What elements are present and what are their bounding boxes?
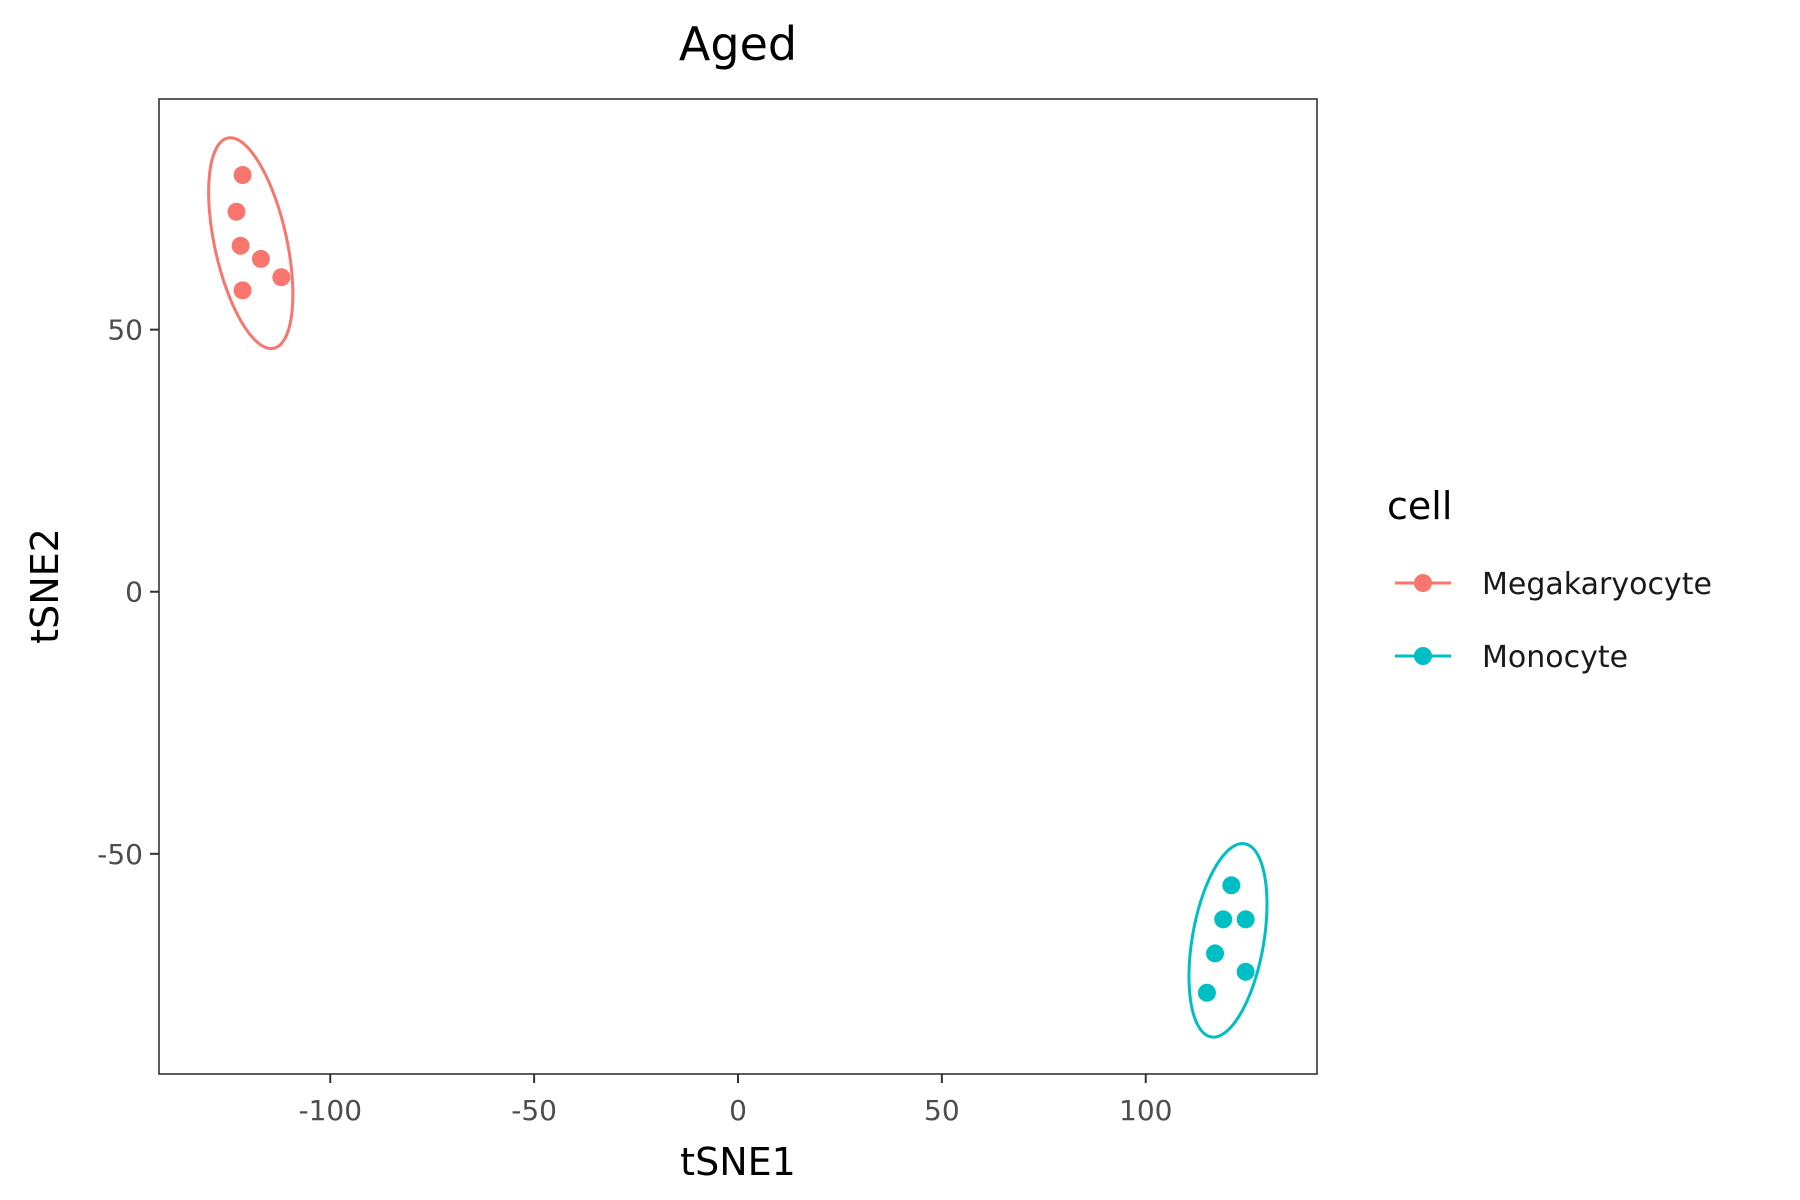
x-tick-label: -50 <box>511 1094 557 1127</box>
y-tick-label: -50 <box>97 838 143 871</box>
data-point-megakaryocyte <box>233 281 252 300</box>
x-axis-ticks: -100 -50 0 50 100 <box>298 1074 1172 1127</box>
legend-key-point-megakaryocyte <box>1414 574 1432 592</box>
data-point-monocyte <box>1197 983 1216 1002</box>
data-point-megakaryocyte <box>231 236 250 255</box>
legend-title: cell <box>1387 484 1452 528</box>
x-tick-label: 50 <box>924 1094 960 1127</box>
data-point-monocyte <box>1222 876 1241 895</box>
x-tick-label: 0 <box>729 1094 747 1127</box>
y-axis-ticks: -50 0 50 <box>97 314 159 871</box>
data-point-megakaryocyte <box>251 249 270 268</box>
x-tick-label: 100 <box>1119 1094 1172 1127</box>
data-point-megakaryocyte <box>272 268 291 287</box>
confidence-ellipse-megakaryocyte <box>207 136 295 351</box>
data-point-monocyte <box>1236 962 1255 981</box>
data-point-monocyte <box>1236 910 1255 929</box>
chart-title: Aged <box>679 17 797 71</box>
y-axis-title: tSNE2 <box>23 528 67 644</box>
data-point-megakaryocyte <box>227 202 246 221</box>
confidence-ellipse-monocyte <box>1187 842 1269 1039</box>
ellipse-layer <box>207 136 1269 1039</box>
plot-panel <box>158 98 1318 1075</box>
y-tick-label: 0 <box>125 576 143 609</box>
x-tick-label: -100 <box>298 1094 362 1127</box>
data-point-monocyte <box>1206 944 1225 963</box>
legend-key-point-monocyte <box>1414 647 1432 665</box>
legend-item-megakaryocyte: Megakaryocyte <box>1395 567 1712 602</box>
legend: cell Megakaryocyte Monocyte <box>1387 484 1712 675</box>
legend-item-monocyte: Monocyte <box>1395 640 1628 675</box>
legend-label-megakaryocyte: Megakaryocyte <box>1482 567 1712 602</box>
point-layer <box>227 166 1255 1002</box>
legend-label-monocyte: Monocyte <box>1482 640 1628 675</box>
data-point-megakaryocyte <box>233 166 252 185</box>
x-axis-title: tSNE1 <box>680 1140 796 1184</box>
y-tick-label: 50 <box>107 314 143 347</box>
data-point-monocyte <box>1214 910 1233 929</box>
